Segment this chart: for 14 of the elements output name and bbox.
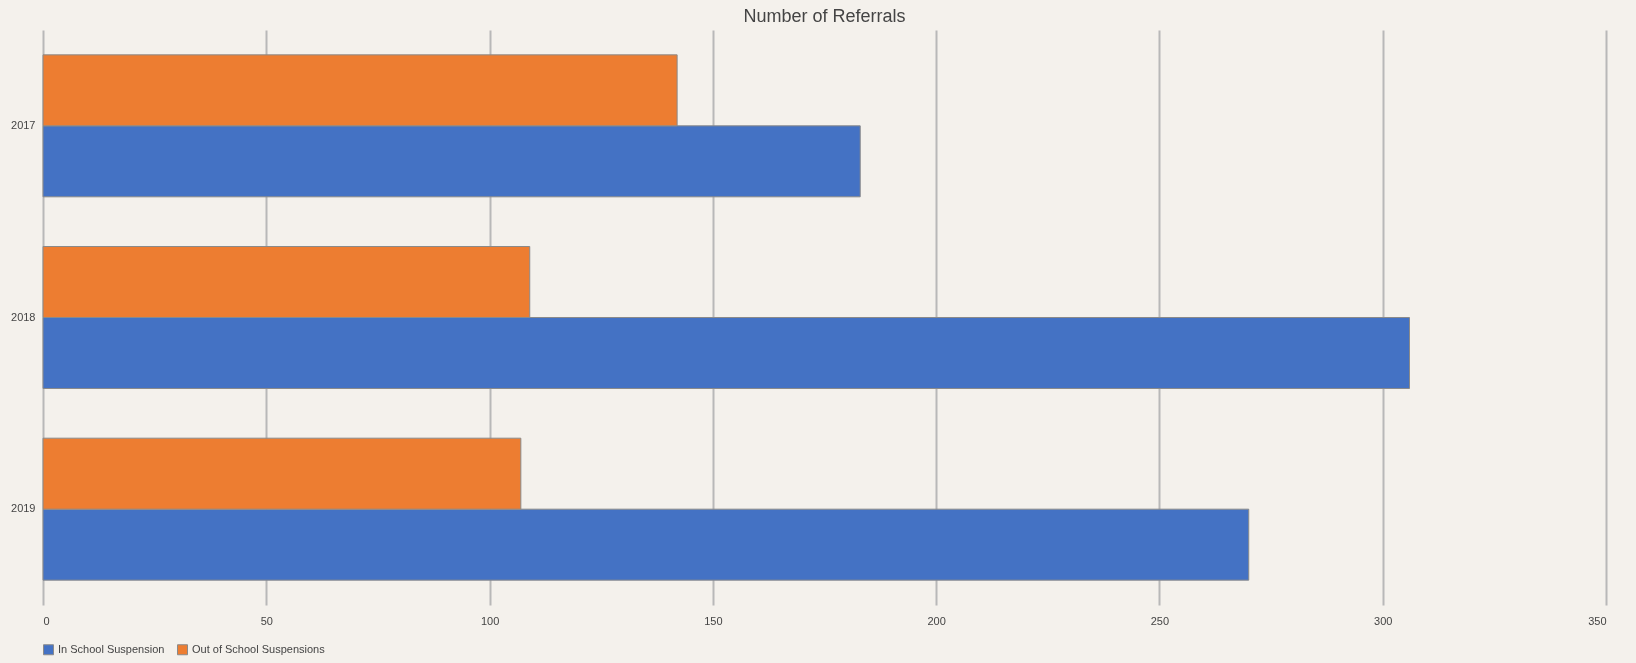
y-tick-label: 2019 [11,502,36,515]
legend-label: Out of School Suspensions [192,642,326,655]
legend-label: In School Suspension [58,642,165,655]
y-tick-label: 2018 [11,310,36,323]
x-tick-label: 300 [1374,614,1393,627]
x-tick-label: 0 [43,614,50,627]
x-tick-label: 100 [480,614,500,627]
y-tick-label: 2017 [11,118,36,131]
x-tick-label: 150 [704,614,723,627]
x-tick-label: 350 [1588,614,1607,627]
x-tick-label: 200 [927,614,946,627]
x-tick-label: 250 [1150,614,1170,627]
x-tick-label: 50 [260,614,273,627]
chart-title: Number of Referrals [743,6,906,26]
